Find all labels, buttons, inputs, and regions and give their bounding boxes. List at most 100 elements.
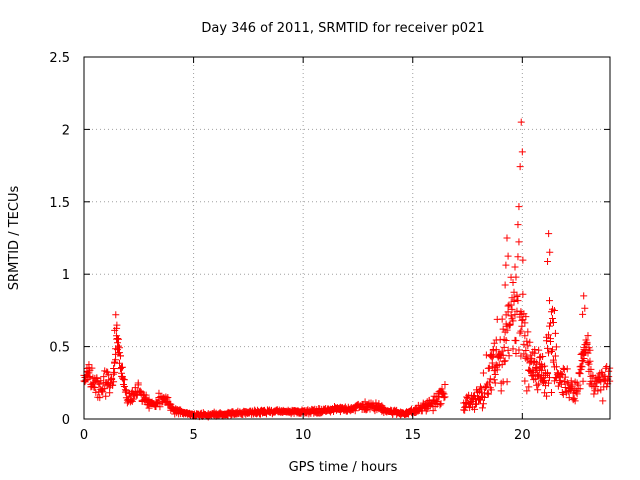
x-tick-label: 10	[295, 428, 312, 443]
data-point	[563, 365, 571, 373]
data-point	[535, 346, 543, 354]
data-point	[586, 346, 594, 354]
data-point	[594, 387, 602, 395]
data-point	[561, 383, 569, 391]
data-point	[590, 390, 598, 398]
data-point	[504, 346, 512, 354]
data-point	[120, 383, 128, 391]
data-point	[581, 304, 589, 312]
data-point	[86, 373, 94, 381]
data-point	[497, 387, 505, 395]
data-point	[557, 370, 565, 378]
data-point	[538, 366, 546, 374]
data-point	[514, 221, 522, 229]
data-point	[552, 363, 560, 371]
data-point	[533, 359, 541, 367]
data-point	[545, 230, 553, 238]
data-point	[603, 363, 611, 371]
data-point	[546, 322, 554, 330]
data-point	[533, 365, 541, 373]
data-point	[544, 369, 552, 377]
data-point	[545, 349, 553, 357]
y-tick-label: 0.5	[49, 341, 70, 356]
data-point	[543, 392, 551, 400]
data-point	[521, 332, 529, 340]
data-point	[573, 390, 581, 398]
data-point	[565, 394, 573, 402]
data-point	[432, 397, 440, 405]
data-point	[91, 383, 99, 391]
data-point	[523, 387, 531, 395]
data-point	[546, 248, 554, 256]
data-point	[548, 346, 556, 354]
data-point	[479, 400, 487, 408]
data-point	[508, 305, 516, 313]
data-point	[514, 297, 522, 305]
data-point	[517, 118, 525, 126]
ticks	[83, 56, 610, 420]
data-point	[518, 322, 526, 330]
data-point	[521, 319, 529, 327]
x-tick-label: 15	[404, 428, 421, 443]
data-point	[586, 357, 594, 365]
data-point	[580, 354, 588, 362]
data-point	[502, 337, 510, 345]
data-point	[145, 404, 153, 412]
data-point	[531, 349, 539, 357]
data-point	[117, 369, 125, 377]
data-point	[513, 293, 521, 301]
data-point	[116, 352, 124, 360]
data-point	[560, 365, 568, 373]
data-point	[115, 342, 123, 350]
x-tick-label: 0	[80, 428, 88, 443]
data-point	[535, 380, 543, 388]
data-point	[524, 342, 532, 350]
data-point	[504, 302, 512, 310]
data-point	[113, 321, 121, 329]
data-point	[541, 362, 549, 370]
data-point	[506, 320, 514, 328]
data-point	[464, 394, 472, 402]
x-tick-label: 20	[514, 428, 531, 443]
data-point	[111, 326, 119, 334]
data-point	[549, 356, 557, 364]
data-point	[517, 327, 525, 335]
data-point	[507, 301, 515, 309]
data-point	[519, 290, 527, 298]
data-point	[563, 379, 571, 387]
data-point	[571, 397, 579, 405]
data-point	[477, 385, 485, 393]
data-point	[479, 369, 487, 377]
data-point	[503, 378, 511, 386]
y-tick-label: 0	[62, 413, 70, 428]
data-point	[429, 407, 437, 415]
data-point	[545, 379, 553, 387]
x-tick-label: 5	[189, 428, 197, 443]
data-point	[552, 374, 560, 382]
data-point	[111, 368, 119, 376]
data-point	[510, 298, 518, 306]
data-point	[553, 369, 561, 377]
data-point	[539, 353, 547, 361]
data-point	[519, 256, 527, 264]
data-point	[478, 404, 486, 412]
data-point	[485, 364, 493, 372]
data-point	[469, 396, 477, 404]
data-point	[523, 337, 531, 345]
data-point	[351, 407, 359, 415]
data-point	[548, 314, 556, 322]
data-point	[556, 376, 564, 384]
data-point	[88, 364, 96, 372]
data-point	[93, 374, 101, 382]
data-point	[436, 401, 444, 409]
data-point	[520, 340, 528, 348]
data-point	[547, 389, 555, 397]
data-point	[486, 375, 494, 383]
data-point	[163, 395, 171, 403]
data-point	[584, 332, 592, 340]
data-point	[473, 400, 481, 408]
y-tick-label: 2.5	[49, 51, 70, 66]
plot-frame	[83, 56, 611, 420]
data-point	[528, 354, 536, 362]
